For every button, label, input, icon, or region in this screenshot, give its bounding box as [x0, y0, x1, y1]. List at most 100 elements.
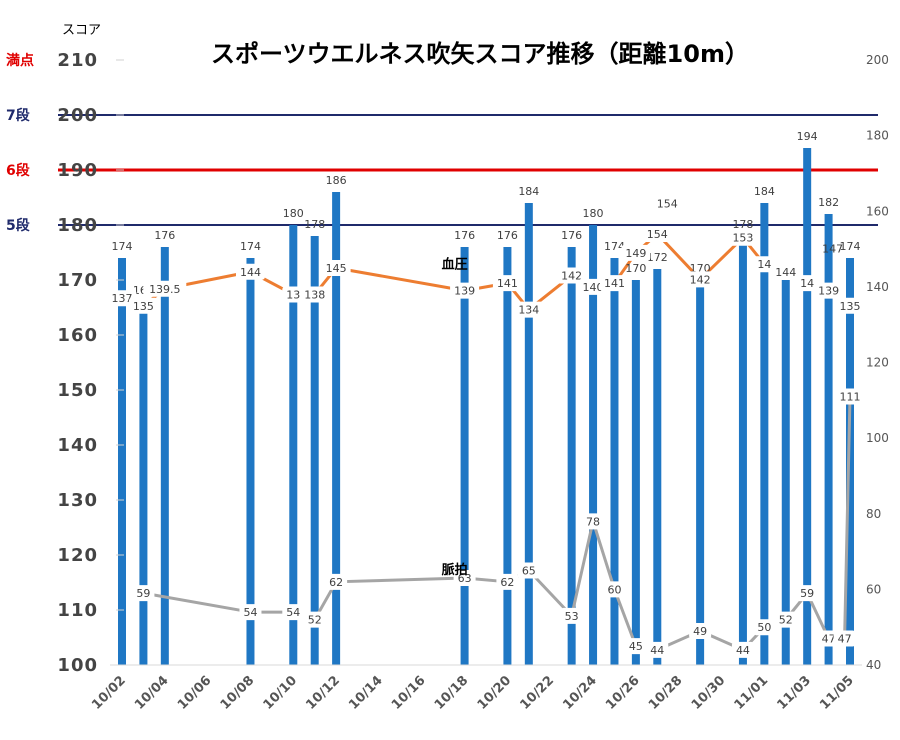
y-right-tick-label: 140: [866, 280, 889, 294]
score-bar: [781, 280, 790, 665]
blood-pressure-label: 138: [304, 288, 325, 301]
score-bar-label: 184: [518, 185, 539, 198]
line-label-background: [774, 611, 797, 628]
y-right-tick-label: 100: [866, 431, 889, 445]
x-tick-label: 10/30: [689, 673, 729, 713]
x-tick-label: 10/08: [218, 673, 258, 713]
y-left-tick-label: 160: [57, 325, 98, 346]
blood-pressure-label: 140: [583, 281, 604, 294]
pulse-label: 47: [838, 633, 852, 646]
score-bar-label: 174: [604, 240, 625, 253]
line-label-background: [796, 275, 819, 292]
pulse-label: 65: [522, 564, 536, 577]
pulse-label: 62: [329, 576, 343, 589]
line-label-background: [599, 275, 629, 292]
x-tick-label: 11/03: [774, 673, 814, 713]
pulse-label: 50: [757, 621, 771, 634]
line-label-background: [689, 622, 712, 639]
line-label-background: [796, 585, 819, 602]
x-tick-label: 10/22: [518, 673, 558, 713]
line-label-background: [624, 638, 647, 655]
pulse-label: 111: [840, 391, 861, 404]
score-bar-label: 178: [732, 218, 753, 231]
blood-pressure-label: 144: [775, 266, 796, 279]
blood-pressure-label: 135: [133, 300, 154, 313]
line-label-background: [239, 604, 262, 621]
score-bar: [803, 148, 812, 665]
y-right-tick-label: 40: [866, 658, 881, 672]
y-left-tick-label: 200: [57, 105, 98, 126]
x-tick-label: 10/24: [560, 673, 600, 713]
line-label-background: [453, 570, 476, 587]
blood-pressure-label: 149: [625, 247, 646, 260]
score-bar-label: 174: [112, 240, 133, 253]
score-bar: [696, 280, 705, 665]
pulse-label: 47: [822, 633, 836, 646]
blood-pressure-label: 14: [757, 258, 771, 271]
pulse-label: 59: [800, 587, 814, 600]
y-right-tick-label: 120: [866, 356, 889, 370]
score-bar: [460, 247, 469, 665]
pulse-label: 78: [586, 515, 600, 528]
line-label-background: [582, 513, 605, 530]
x-tick-label: 10/04: [132, 673, 172, 713]
blood-pressure-label: 141: [604, 277, 625, 290]
score-bar: [503, 247, 512, 665]
score-bar: [289, 225, 298, 665]
y-left-tick-label: 210: [57, 50, 98, 71]
line-label-background: [557, 267, 587, 284]
pulse-label: 44: [650, 644, 664, 657]
line-label-background: [835, 297, 865, 314]
score-bar: [524, 203, 533, 665]
x-tick-label: 11/01: [732, 673, 772, 713]
score-bar: [589, 225, 598, 665]
x-tick-label: 10/06: [175, 673, 215, 713]
line-label-background: [833, 630, 856, 647]
line-label-background: [282, 286, 305, 303]
blood-pressure-label: 144: [240, 266, 261, 279]
x-tick-label: 10/20: [475, 673, 515, 713]
score-bar-label: 174: [240, 240, 261, 253]
pulse-label: 60: [607, 583, 621, 596]
score-bar-label: 176: [454, 229, 475, 242]
score-bar-label: 172: [647, 251, 668, 264]
score-bar-label: 176: [154, 229, 175, 242]
x-tick-label: 11/05: [817, 673, 857, 713]
blood-pressure-label: 145: [326, 262, 347, 275]
y-left-tick-label: 130: [57, 490, 98, 511]
line-label-background: [325, 573, 348, 590]
score-bar-label: 170: [625, 262, 646, 275]
reference-line-label: 7段: [6, 107, 30, 124]
line-label-background: [450, 282, 480, 299]
line-label-background: [517, 562, 540, 579]
score-bar: [631, 280, 640, 665]
pulse-label: 53: [565, 610, 579, 623]
x-tick-label: 10/12: [303, 673, 343, 713]
extra-label: 147: [822, 243, 843, 256]
reference-lines: 満点 7段 6段 5段: [6, 52, 878, 234]
x-tick-label: 10/14: [346, 673, 386, 713]
line-label-background: [514, 301, 544, 318]
pulse-label: 54: [286, 606, 300, 619]
score-bar: [118, 258, 126, 665]
x-tick-label: 10/18: [432, 673, 472, 713]
data-labels: 1741661761741801781861761761841761801741…: [107, 130, 865, 658]
pulse-label: 62: [500, 576, 514, 589]
y-left-axis-label: スコア: [62, 23, 101, 38]
y-right-tick-label: 180: [866, 129, 889, 143]
line-label-background: [496, 573, 519, 590]
y-left-tick-label: 170: [57, 270, 98, 291]
pulse-series-name: 脈拍: [442, 562, 468, 578]
line-label-background: [321, 259, 351, 276]
y-left-tick-label: 190: [57, 160, 98, 181]
y-left-tick-label: 150: [57, 380, 98, 401]
blood-pressure-label: 153: [732, 232, 753, 245]
line-label-background: [642, 225, 672, 242]
score-bar-label: 176: [497, 229, 518, 242]
score-bar: [653, 269, 662, 665]
x-tick-label: 10/02: [89, 673, 129, 713]
line-label-background: [560, 607, 583, 624]
score-bar: [310, 236, 319, 665]
line-label-background: [143, 280, 187, 297]
line-label-background: [685, 271, 715, 288]
